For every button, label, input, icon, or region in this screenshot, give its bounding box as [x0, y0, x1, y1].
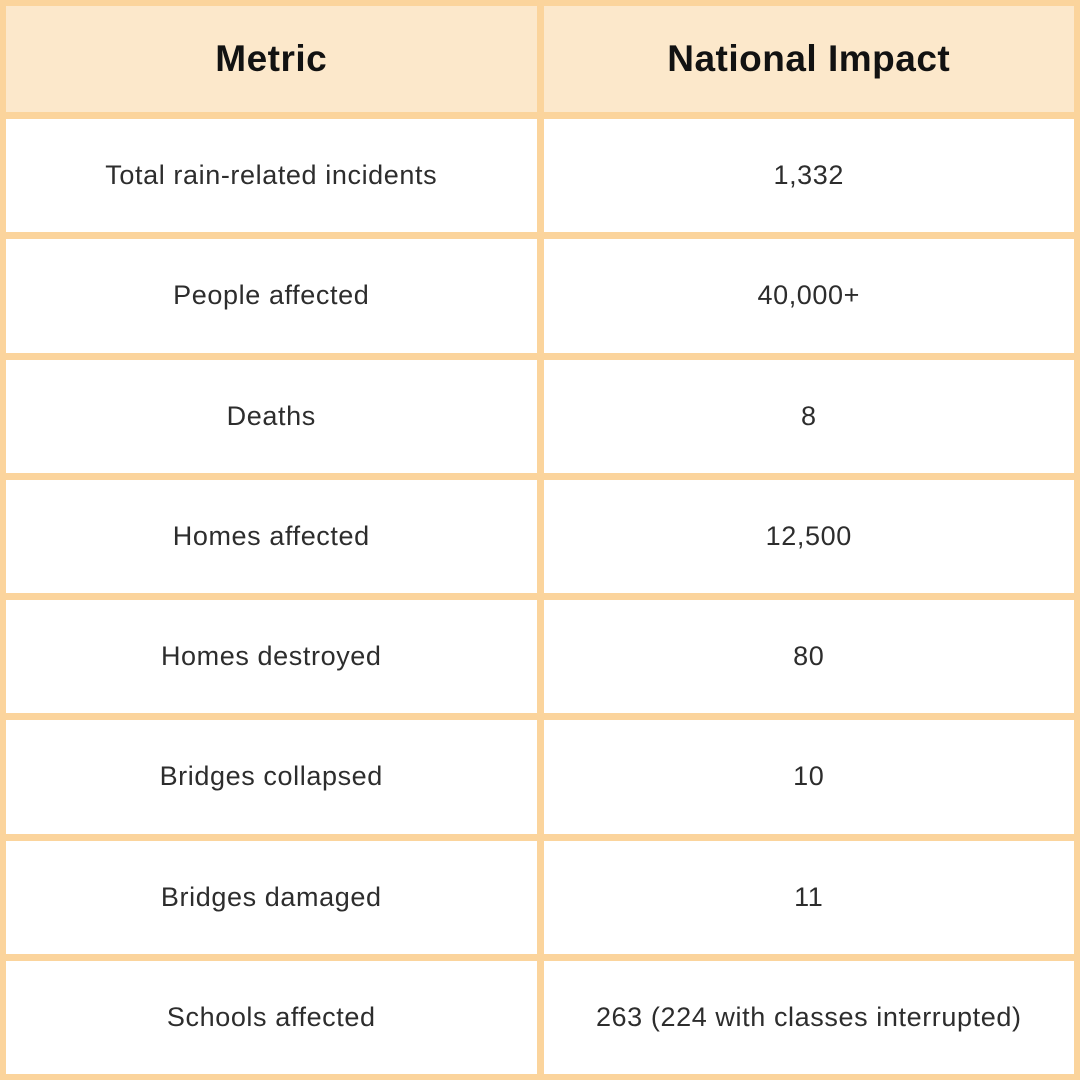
column-header-national-impact: National Impact	[543, 6, 1074, 112]
table-cell-metric: Bridges damaged	[6, 840, 537, 954]
table-cell-metric: Schools affected	[6, 960, 537, 1074]
table-cell-value: 80	[543, 600, 1074, 714]
table-cell-value: 10	[543, 720, 1074, 834]
table-cell-value: 263 (224 with classes interrupted)	[543, 960, 1074, 1074]
table-cell-value: 8	[543, 359, 1074, 473]
table-cell-metric: Homes destroyed	[6, 600, 537, 714]
table-cell-metric: Deaths	[6, 359, 537, 473]
table-cell-value: 1,332	[543, 119, 1074, 233]
table-cell-metric: Bridges collapsed	[6, 720, 537, 834]
table-cell-metric: Total rain-related incidents	[6, 119, 537, 233]
table-cell-value: 11	[543, 840, 1074, 954]
column-header-metric: Metric	[6, 6, 537, 112]
table-cell-value: 40,000+	[543, 239, 1074, 353]
table-cell-metric: Homes affected	[6, 479, 537, 593]
table-cell-metric: People affected	[6, 239, 537, 353]
table-cell-value: 12,500	[543, 479, 1074, 593]
